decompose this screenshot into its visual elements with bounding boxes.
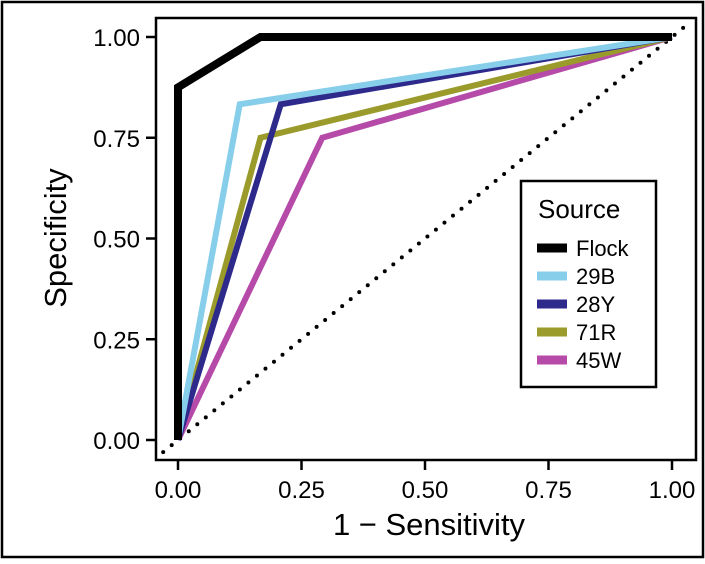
y-tick-label: 0.50 xyxy=(93,227,140,254)
y-tick-label: 1.00 xyxy=(93,25,140,52)
series-line-71r xyxy=(175,34,673,441)
x-axis-label: 1 − Sensitivity xyxy=(333,507,526,542)
y-axis-label: Specificity xyxy=(38,168,73,308)
y-tick-label: 0.00 xyxy=(93,428,140,455)
legend-title: Source xyxy=(538,194,620,224)
legend-label-28y: 28Y xyxy=(576,292,615,317)
legend-box xyxy=(519,179,658,389)
legend: Source Flock 29B 28Y 71R 45W xyxy=(519,179,658,389)
legend-items: Flock 29B 28Y 71R 45W xyxy=(537,236,630,373)
x-tick-label: 0.50 xyxy=(402,477,449,504)
plot-area xyxy=(161,22,689,455)
x-tick-label: 0.75 xyxy=(525,477,572,504)
series-line-45w xyxy=(175,34,673,442)
x-tick-label: 0.00 xyxy=(155,477,202,504)
series-line-29b xyxy=(175,34,673,441)
series-line-flock xyxy=(174,33,672,440)
y-tick-label: 0.25 xyxy=(93,327,140,354)
legend-label-flock: Flock xyxy=(576,236,630,261)
x-tick-label: 1.00 xyxy=(649,477,696,504)
axes: 0.00 0.25 0.50 0.75 1.00 0.00 0.25 0.50 0.75 1.00 xyxy=(93,25,695,504)
x-tick-label: 0.25 xyxy=(278,477,325,504)
legend-label-71r: 71R xyxy=(576,320,616,345)
y-tick-label: 0.75 xyxy=(93,126,140,153)
legend-label-29b: 29B xyxy=(576,264,615,289)
legend-label-45w: 45W xyxy=(576,348,621,373)
